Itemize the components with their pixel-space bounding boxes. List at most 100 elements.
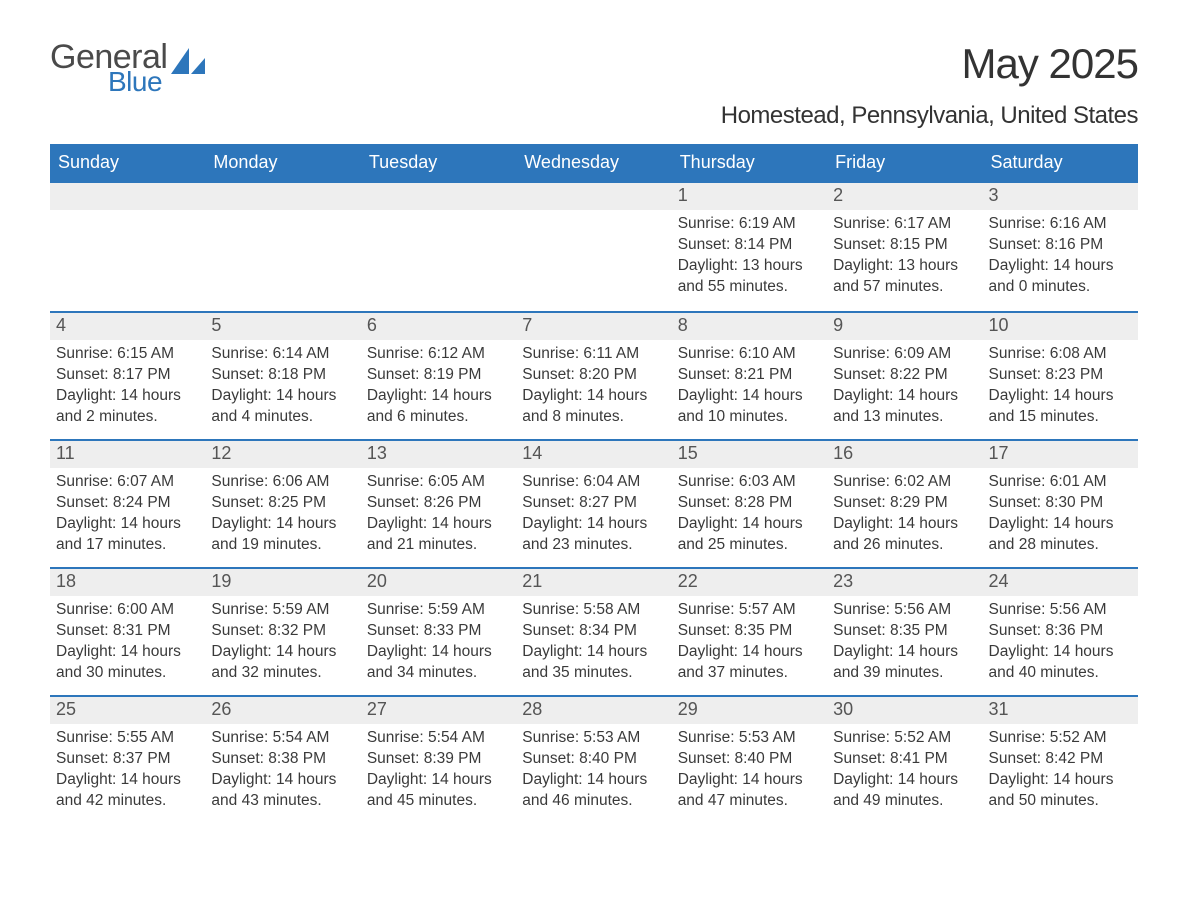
daylight-text: Daylight: 14 hours and 26 minutes.	[833, 514, 976, 556]
sunrise-text: Sunrise: 6:01 AM	[989, 472, 1132, 493]
sunset-text: Sunset: 8:31 PM	[56, 621, 199, 642]
day-cell: 19Sunrise: 5:59 AMSunset: 8:32 PMDayligh…	[205, 569, 360, 695]
daylight-text: Daylight: 14 hours and 49 minutes.	[833, 770, 976, 812]
day-details: Sunrise: 6:12 AMSunset: 8:19 PMDaylight:…	[361, 340, 516, 434]
sunrise-text: Sunrise: 6:10 AM	[678, 344, 821, 365]
day-cell	[205, 183, 360, 311]
day-number: 11	[50, 441, 205, 468]
day-number: 10	[983, 313, 1138, 340]
day-details: Sunrise: 5:54 AMSunset: 8:38 PMDaylight:…	[205, 724, 360, 818]
sunrise-text: Sunrise: 5:56 AM	[989, 600, 1132, 621]
sunset-text: Sunset: 8:37 PM	[56, 749, 199, 770]
day-details: Sunrise: 6:11 AMSunset: 8:20 PMDaylight:…	[516, 340, 671, 434]
logo-text: General Blue	[50, 40, 167, 96]
sunrise-text: Sunrise: 6:19 AM	[678, 214, 821, 235]
daylight-text: Daylight: 14 hours and 17 minutes.	[56, 514, 199, 556]
daylight-text: Daylight: 14 hours and 46 minutes.	[522, 770, 665, 812]
daylight-text: Daylight: 14 hours and 50 minutes.	[989, 770, 1132, 812]
weekday-header-row: Sunday Monday Tuesday Wednesday Thursday…	[50, 144, 1138, 183]
day-cell: 21Sunrise: 5:58 AMSunset: 8:34 PMDayligh…	[516, 569, 671, 695]
day-details: Sunrise: 6:05 AMSunset: 8:26 PMDaylight:…	[361, 468, 516, 562]
day-cell: 25Sunrise: 5:55 AMSunset: 8:37 PMDayligh…	[50, 697, 205, 823]
day-number: 5	[205, 313, 360, 340]
daylight-text: Daylight: 14 hours and 15 minutes.	[989, 386, 1132, 428]
daylight-text: Daylight: 14 hours and 10 minutes.	[678, 386, 821, 428]
daylight-text: Daylight: 14 hours and 25 minutes.	[678, 514, 821, 556]
daylight-text: Daylight: 13 hours and 55 minutes.	[678, 256, 821, 298]
daylight-text: Daylight: 14 hours and 37 minutes.	[678, 642, 821, 684]
daylight-text: Daylight: 14 hours and 34 minutes.	[367, 642, 510, 684]
daylight-text: Daylight: 13 hours and 57 minutes.	[833, 256, 976, 298]
sunset-text: Sunset: 8:35 PM	[678, 621, 821, 642]
sunset-text: Sunset: 8:16 PM	[989, 235, 1132, 256]
day-number: 6	[361, 313, 516, 340]
day-number: 12	[205, 441, 360, 468]
sunset-text: Sunset: 8:38 PM	[211, 749, 354, 770]
day-number: 23	[827, 569, 982, 596]
day-details: Sunrise: 6:02 AMSunset: 8:29 PMDaylight:…	[827, 468, 982, 562]
day-cell: 10Sunrise: 6:08 AMSunset: 8:23 PMDayligh…	[983, 313, 1138, 439]
day-cell	[361, 183, 516, 311]
sunrise-text: Sunrise: 6:16 AM	[989, 214, 1132, 235]
daylight-text: Daylight: 14 hours and 42 minutes.	[56, 770, 199, 812]
day-details: Sunrise: 5:53 AMSunset: 8:40 PMDaylight:…	[516, 724, 671, 818]
day-cell: 26Sunrise: 5:54 AMSunset: 8:38 PMDayligh…	[205, 697, 360, 823]
sunset-text: Sunset: 8:19 PM	[367, 365, 510, 386]
sail-icon	[171, 46, 209, 81]
day-details: Sunrise: 6:04 AMSunset: 8:27 PMDaylight:…	[516, 468, 671, 562]
sunrise-text: Sunrise: 6:04 AM	[522, 472, 665, 493]
weekday-header: Tuesday	[361, 144, 516, 183]
weekday-header: Wednesday	[516, 144, 671, 183]
day-details: Sunrise: 5:58 AMSunset: 8:34 PMDaylight:…	[516, 596, 671, 690]
sunrise-text: Sunrise: 6:03 AM	[678, 472, 821, 493]
sunset-text: Sunset: 8:14 PM	[678, 235, 821, 256]
sunrise-text: Sunrise: 6:08 AM	[989, 344, 1132, 365]
day-number: 31	[983, 697, 1138, 724]
sunset-text: Sunset: 8:20 PM	[522, 365, 665, 386]
day-cell: 18Sunrise: 6:00 AMSunset: 8:31 PMDayligh…	[50, 569, 205, 695]
day-details: Sunrise: 5:52 AMSunset: 8:42 PMDaylight:…	[983, 724, 1138, 818]
day-number: 19	[205, 569, 360, 596]
day-number: 25	[50, 697, 205, 724]
sunrise-text: Sunrise: 5:57 AM	[678, 600, 821, 621]
sunrise-text: Sunrise: 5:59 AM	[211, 600, 354, 621]
daylight-text: Daylight: 14 hours and 6 minutes.	[367, 386, 510, 428]
day-details: Sunrise: 5:57 AMSunset: 8:35 PMDaylight:…	[672, 596, 827, 690]
day-number: 28	[516, 697, 671, 724]
daylight-text: Daylight: 14 hours and 4 minutes.	[211, 386, 354, 428]
day-details: Sunrise: 5:56 AMSunset: 8:36 PMDaylight:…	[983, 596, 1138, 690]
day-number: 13	[361, 441, 516, 468]
day-number: 20	[361, 569, 516, 596]
day-number: 22	[672, 569, 827, 596]
day-details: Sunrise: 5:52 AMSunset: 8:41 PMDaylight:…	[827, 724, 982, 818]
day-details: Sunrise: 6:10 AMSunset: 8:21 PMDaylight:…	[672, 340, 827, 434]
sunrise-text: Sunrise: 5:56 AM	[833, 600, 976, 621]
header: General Blue May 2025	[50, 40, 1138, 96]
sunset-text: Sunset: 8:18 PM	[211, 365, 354, 386]
day-details: Sunrise: 6:08 AMSunset: 8:23 PMDaylight:…	[983, 340, 1138, 434]
daylight-text: Daylight: 14 hours and 32 minutes.	[211, 642, 354, 684]
sunset-text: Sunset: 8:36 PM	[989, 621, 1132, 642]
sunset-text: Sunset: 8:15 PM	[833, 235, 976, 256]
sunrise-text: Sunrise: 5:58 AM	[522, 600, 665, 621]
daylight-text: Daylight: 14 hours and 35 minutes.	[522, 642, 665, 684]
calendar: Sunday Monday Tuesday Wednesday Thursday…	[50, 144, 1138, 823]
sunset-text: Sunset: 8:28 PM	[678, 493, 821, 514]
day-details: Sunrise: 6:17 AMSunset: 8:15 PMDaylight:…	[827, 210, 982, 304]
sunset-text: Sunset: 8:22 PM	[833, 365, 976, 386]
sunrise-text: Sunrise: 5:53 AM	[522, 728, 665, 749]
day-cell: 11Sunrise: 6:07 AMSunset: 8:24 PMDayligh…	[50, 441, 205, 567]
sunset-text: Sunset: 8:40 PM	[678, 749, 821, 770]
day-cell: 1Sunrise: 6:19 AMSunset: 8:14 PMDaylight…	[672, 183, 827, 311]
day-cell: 4Sunrise: 6:15 AMSunset: 8:17 PMDaylight…	[50, 313, 205, 439]
day-cell: 30Sunrise: 5:52 AMSunset: 8:41 PMDayligh…	[827, 697, 982, 823]
day-details: Sunrise: 6:03 AMSunset: 8:28 PMDaylight:…	[672, 468, 827, 562]
weeks-container: 1Sunrise: 6:19 AMSunset: 8:14 PMDaylight…	[50, 183, 1138, 823]
daylight-text: Daylight: 14 hours and 23 minutes.	[522, 514, 665, 556]
day-details: Sunrise: 5:59 AMSunset: 8:32 PMDaylight:…	[205, 596, 360, 690]
day-number: 24	[983, 569, 1138, 596]
day-details: Sunrise: 6:00 AMSunset: 8:31 PMDaylight:…	[50, 596, 205, 690]
daylight-text: Daylight: 14 hours and 28 minutes.	[989, 514, 1132, 556]
day-cell: 27Sunrise: 5:54 AMSunset: 8:39 PMDayligh…	[361, 697, 516, 823]
daylight-text: Daylight: 14 hours and 43 minutes.	[211, 770, 354, 812]
